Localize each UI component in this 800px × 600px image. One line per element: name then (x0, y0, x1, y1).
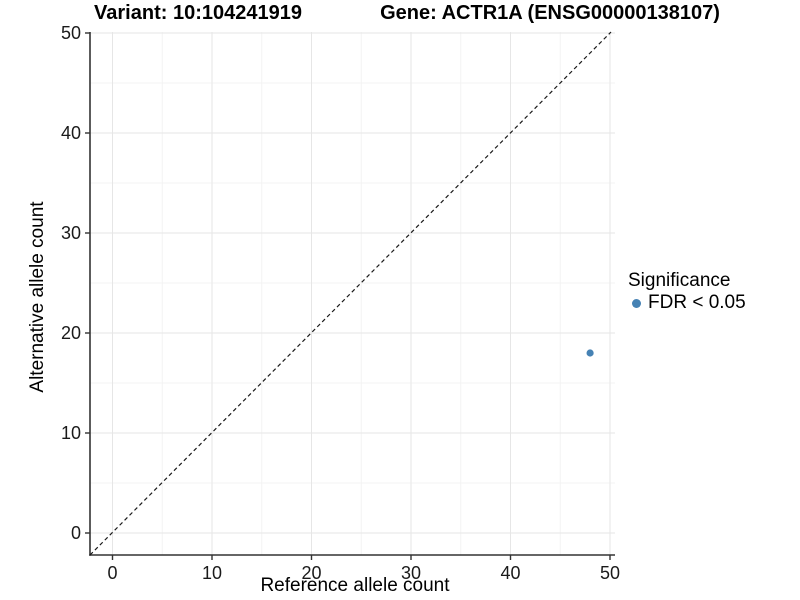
x-tick-label: 40 (500, 563, 520, 583)
y-tick-label: 50 (61, 23, 81, 43)
identity-reference-line (89, 31, 612, 556)
x-tick-label: 30 (401, 563, 421, 583)
y-tick-label: 40 (61, 123, 81, 143)
y-axis-title: Alternative allele count (27, 201, 48, 393)
legend-item: FDR < 0.05 (628, 292, 746, 314)
x-tick-label: 10 (202, 563, 222, 583)
legend-point-icon (632, 298, 641, 308)
y-tick-label: 10 (61, 423, 81, 443)
legend-item-label: FDR < 0.05 (648, 292, 746, 313)
x-axis-title: Reference allele count (260, 575, 450, 596)
legend: Significance FDR < 0.05 (628, 269, 746, 314)
y-tick-label: 0 (71, 523, 81, 543)
data-point (586, 349, 594, 357)
legend-title: Significance (628, 270, 731, 291)
plot-title-gene: Gene: ACTR1A (ENSG00000138107) (380, 2, 720, 24)
y-tick-label: 30 (61, 223, 81, 243)
x-tick-label: 20 (301, 563, 321, 583)
x-tick-label: 0 (107, 563, 117, 583)
y-tick-label: 20 (61, 323, 81, 343)
x-tick-label: 50 (600, 563, 620, 583)
plot-title-variant: Variant: 10:104241919 (94, 2, 302, 24)
